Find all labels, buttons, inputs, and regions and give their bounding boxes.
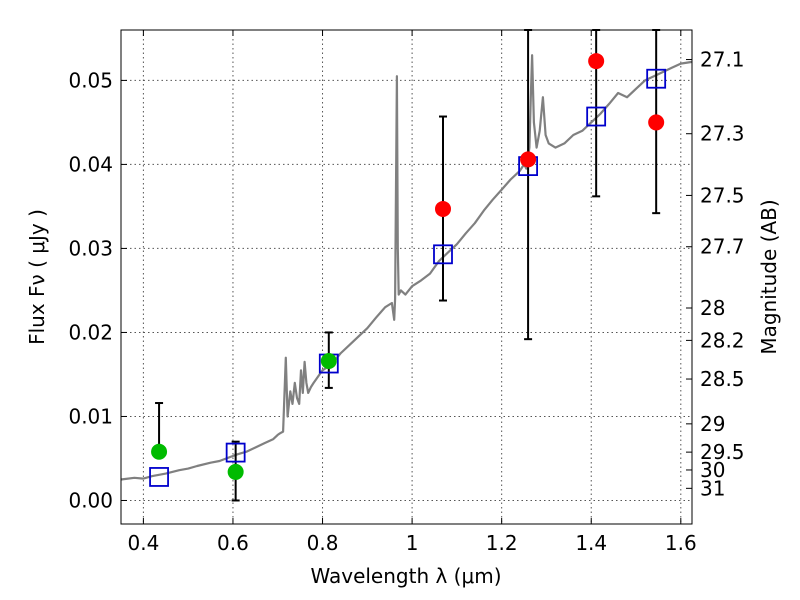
model-spectrum-line: [120, 54, 693, 481]
y-tick-label: 0.03: [68, 236, 113, 260]
y2-tick-label: 29: [700, 412, 725, 436]
observed-flux-point: [227, 463, 244, 480]
model-photometry-point: [225, 442, 246, 463]
x-axis-title: Wavelength λ (μm): [310, 564, 501, 588]
x-tick-label: 0.4: [127, 531, 159, 555]
model-photometry-point: [586, 106, 607, 127]
y-tick-label: 0.00: [68, 488, 113, 512]
y2-tick-label: 29.5: [700, 440, 745, 464]
y2-tick-label: 28.2: [700, 328, 745, 352]
y2-tick-label: 31: [700, 476, 725, 500]
y2-tick-label: 27.7: [700, 235, 745, 259]
tick-layer: 0.4 0.6 0.8 1 1.2 1.4 1.6 0.00 0.01 0.02 0.03 0.04 0…: [68, 30, 745, 555]
model-photometry-point: [433, 244, 453, 265]
x-tick-label: 0.6: [217, 531, 249, 555]
y-tick-label: 0.04: [68, 152, 113, 176]
model-photometry-point: [646, 68, 667, 89]
observed-flux-point: [151, 443, 168, 460]
observed-flux-point: [648, 114, 665, 131]
x-tick-label: 0.8: [307, 531, 339, 555]
y2-tick-label: 28: [700, 296, 725, 320]
y-axis-title: Flux Fν ( μJy ): [25, 209, 49, 345]
grid-layer: [121, 30, 692, 524]
y2-tick-label: 27.1: [700, 48, 745, 72]
series-layer: [120, 29, 693, 502]
x-tick-label: 1.6: [665, 531, 697, 555]
y2-tick-label: 28.5: [700, 367, 745, 391]
plot-frame: [120, 29, 693, 525]
model-photometry-point: [149, 467, 169, 487]
y-tick-label: 0.01: [68, 404, 113, 428]
observed-flux-point: [434, 200, 451, 217]
y2-tick-label: 27.3: [700, 122, 745, 146]
x-tick-label: 1: [406, 531, 419, 555]
y-tick-label: 0.02: [68, 320, 113, 344]
observed-flux-point: [588, 53, 605, 70]
y2-tick-label: 30: [700, 458, 725, 482]
observed-flux-point: [320, 353, 337, 370]
x-tick-label: 1.4: [575, 531, 607, 555]
x-tick-label: 1.2: [486, 531, 518, 555]
y2-tick-label: 27.5: [700, 183, 745, 207]
y2-axis-title: Magnitude (AB): [757, 199, 781, 354]
observed-flux-point: [520, 151, 537, 168]
y-tick-label: 0.05: [68, 68, 113, 92]
